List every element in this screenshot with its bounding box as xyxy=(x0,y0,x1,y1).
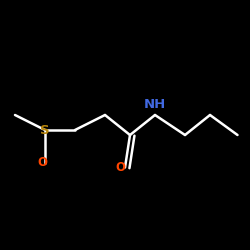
Text: O: O xyxy=(38,156,48,169)
Text: NH: NH xyxy=(144,98,166,112)
Text: O: O xyxy=(115,161,125,174)
Text: S: S xyxy=(40,124,50,136)
